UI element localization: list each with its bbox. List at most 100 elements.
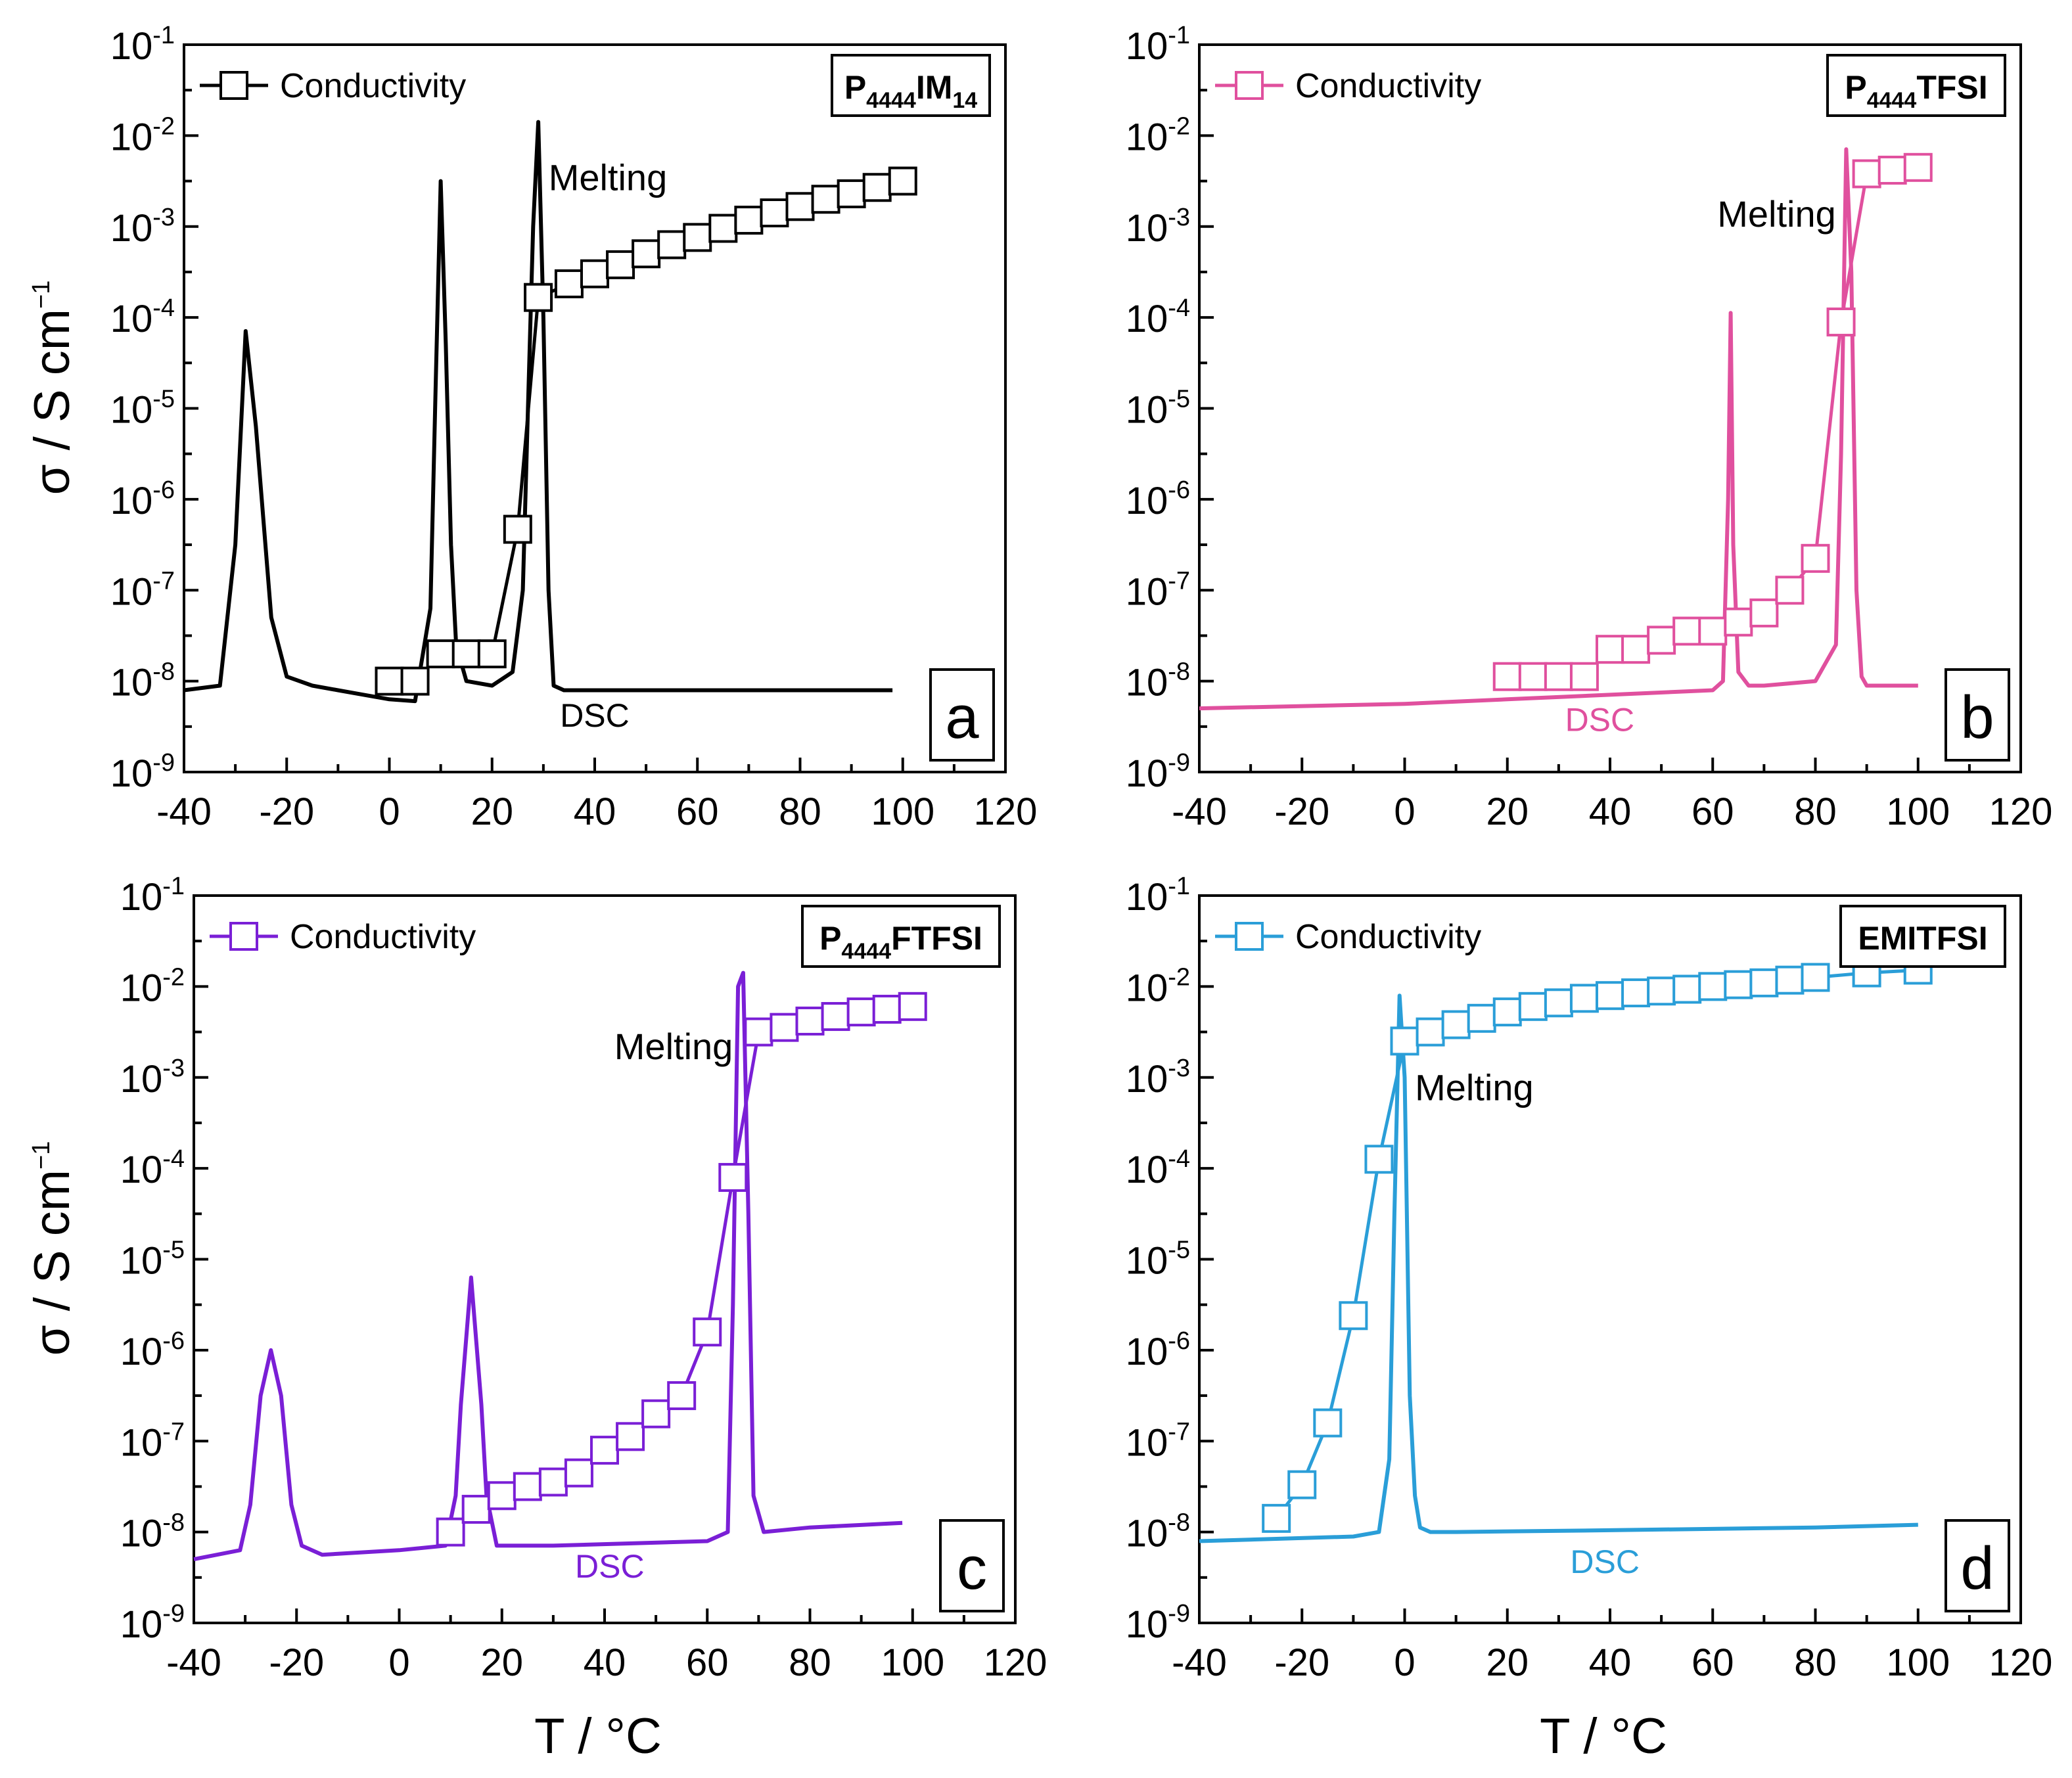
conductivity-point <box>1596 635 1624 664</box>
x-tick-label: -40 <box>156 790 212 833</box>
y-tick-label: 10-3 <box>110 204 175 250</box>
conductivity-point <box>426 639 455 669</box>
y-tick-label: 10-8 <box>1126 1509 1190 1555</box>
y-tick-label: 10-5 <box>1126 1237 1190 1283</box>
x-tick-label: 120 <box>974 790 1038 833</box>
legend-label: Conductivity <box>290 918 476 956</box>
compound-label-box <box>831 54 991 117</box>
x-tick-label: 20 <box>480 1641 523 1684</box>
conductivity-point <box>667 1381 697 1411</box>
conductivity-point <box>1313 1408 1343 1438</box>
conductivity-point <box>1518 662 1548 691</box>
x-tick-label: 80 <box>1794 790 1837 833</box>
conductivity-point <box>683 223 712 252</box>
conductivity-point <box>1647 976 1676 1006</box>
y-tick-label: 10-1 <box>110 22 175 68</box>
conductivity-point <box>580 259 609 288</box>
x-tick-label: -20 <box>1274 1641 1329 1684</box>
conductivity-point <box>1698 616 1728 646</box>
x-tick-label: 40 <box>584 1641 626 1684</box>
conductivity-point <box>503 514 532 544</box>
y-axis-title-top: σ / S cm−1 <box>24 281 80 495</box>
conductivity-point <box>524 283 553 312</box>
melting-annotation: Melting <box>549 156 668 198</box>
conductivity-point <box>1287 1470 1317 1499</box>
conductivity-point <box>898 992 927 1021</box>
x-tick-label: 0 <box>379 790 400 833</box>
y-tick-label: 10-5 <box>120 1237 185 1283</box>
y-tick-label: 10-4 <box>1126 294 1190 340</box>
y-tick-label: 10-2 <box>1126 963 1190 1009</box>
x-tick-label: -40 <box>1172 790 1227 833</box>
y-tick-label: 10-2 <box>120 963 185 1009</box>
conductivity-point <box>641 1399 671 1428</box>
y-tick-label: 10-4 <box>110 294 175 340</box>
x-tick-label: 80 <box>1794 1641 1837 1684</box>
y-axis-title-bottom: σ / S cm−1 <box>24 1141 80 1356</box>
x-tick-label: 100 <box>1886 1641 1950 1684</box>
x-tick-label: 100 <box>1886 790 1950 833</box>
conductivity-point <box>1775 576 1805 605</box>
conductivity-point <box>451 639 481 669</box>
conductivity-point <box>1724 970 1753 999</box>
conductivity-point <box>811 185 840 214</box>
legend-marker <box>1235 71 1264 100</box>
conductivity-point <box>436 1517 465 1547</box>
x-tick-label: -40 <box>166 1641 221 1684</box>
x-tick-label: 100 <box>871 790 934 833</box>
x-tick-label: 20 <box>1486 1641 1529 1684</box>
conductivity-point <box>888 166 917 196</box>
conductivity-point <box>1544 988 1573 1018</box>
x-tick-label: 60 <box>1692 1641 1734 1684</box>
y-tick-label: 10-6 <box>1126 1327 1190 1373</box>
legend-label: Conductivity <box>1295 918 1481 956</box>
legend-marker <box>1235 922 1264 951</box>
x-axis-title-left: T / °C <box>534 1708 662 1764</box>
y-tick-label: 10-6 <box>110 476 175 522</box>
conductivity-point <box>1262 1503 1291 1533</box>
conductivity-point <box>1596 981 1624 1011</box>
panel-letter: c <box>957 1535 987 1602</box>
dsc-trace <box>1199 993 1918 1543</box>
panel-letter: b <box>1960 684 1994 751</box>
y-tick-label: 10-3 <box>1126 1055 1190 1101</box>
conductivity-point <box>785 192 815 221</box>
y-tick-label: 10-3 <box>120 1055 185 1101</box>
x-tick-label: -20 <box>259 790 314 833</box>
y-tick-label: 10-4 <box>1126 1145 1190 1191</box>
x-tick-label: -40 <box>1172 1641 1227 1684</box>
conductivity-point <box>1877 155 1907 185</box>
conductivity-point <box>477 639 507 669</box>
y-tick-label: 10-6 <box>1126 476 1190 522</box>
y-tick-label: 10-1 <box>120 873 185 919</box>
y-tick-label: 10-9 <box>120 1600 185 1646</box>
dsc-annotation: DSC <box>560 697 630 734</box>
conductivity-point <box>872 994 902 1024</box>
conductivity-point <box>590 1436 619 1465</box>
panel-d: 10-1 10-2 10-3 10-4 10-5 10-6 10-7 10-8 10-9-40 -… <box>1126 873 2053 1684</box>
conductivity-point <box>1569 984 1599 1013</box>
conductivity-point <box>1390 1026 1419 1056</box>
y-tick-label: 10-9 <box>110 749 175 795</box>
y-tick-label: 10-7 <box>120 1418 185 1464</box>
panel-a: 10-1 10-2 10-3 10-4 10-5 10-6 10-7 10-8 10-9-40 -… <box>110 22 1038 833</box>
panel-letter-box <box>1945 668 2010 762</box>
conductivity-point <box>1672 616 1702 646</box>
conductivity-point <box>1467 1003 1496 1033</box>
x-tick-label: 40 <box>1589 1641 1632 1684</box>
melting-annotation: Melting <box>614 1026 733 1067</box>
conductivity-point <box>1518 992 1548 1021</box>
compound-label: P4444IM14 <box>844 69 977 113</box>
y-tick-label: 10-7 <box>1126 1418 1190 1464</box>
dsc-trace <box>183 120 893 704</box>
x-tick-label: 60 <box>676 790 719 833</box>
y-tick-label: 10-5 <box>1126 386 1190 432</box>
conductivity-point <box>1364 1145 1394 1174</box>
compound-label-box <box>1826 54 2006 117</box>
panel-letter-box <box>929 668 995 762</box>
x-tick-label: -20 <box>1274 790 1329 833</box>
y-tick-label: 10-8 <box>120 1509 185 1555</box>
conductivity-point <box>1621 635 1651 664</box>
conductivity-point <box>1672 974 1702 1004</box>
